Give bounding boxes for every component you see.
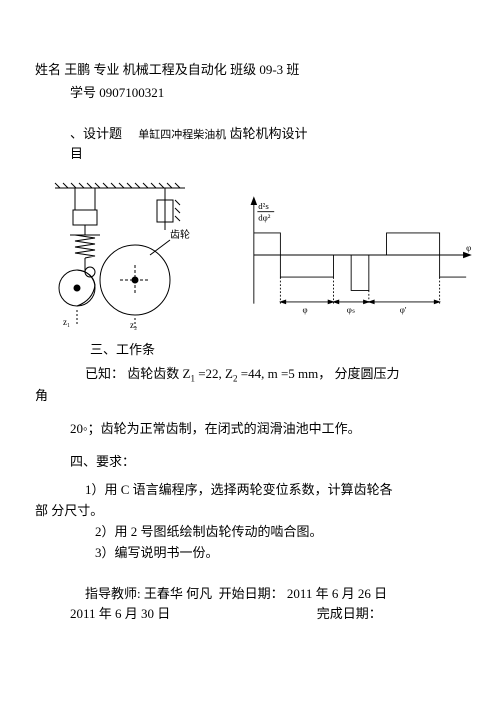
major-label: 专业 — [94, 62, 120, 77]
req-1a: 1）用 C 语言编程序，选择两轮变位系数，计算齿轮各 — [35, 480, 468, 501]
start-date: 2011 年 6 月 26 日 — [287, 586, 387, 601]
id-value: 0907100321 — [99, 85, 164, 100]
req-2: 2）用 2 号图纸绘制齿轮传动的啮合图。 — [35, 522, 468, 543]
mechanism-diagram: 齿轮 z₁ z₂ — [35, 180, 235, 330]
end-label: 完成日期： — [317, 606, 382, 621]
end-date: 2011 年 6 月 30 日 — [70, 606, 170, 621]
design-label1: 设计题 — [83, 126, 122, 141]
waveform-chart: d²s dφ² φ φ φₛ φ' — [235, 180, 475, 330]
class-value: 09-3 班 — [259, 62, 299, 77]
svg-text:φₛ: φₛ — [347, 305, 355, 315]
design-title-line2: 目 — [35, 144, 468, 165]
svg-text:φ: φ — [303, 305, 308, 315]
known-line: 已知： 齿轮齿数 Z1 =22, Z2 =44, m =5 mm， 分度圆压力 — [35, 364, 468, 386]
svg-text:z₂: z₂ — [130, 320, 137, 330]
footer-line-1: 指导教师: 王春华 何凡 开始日期： 2011 年 6 月 26 日 — [35, 584, 468, 605]
known-text: 齿轮齿数 Z1 =22, Z2 =44, m =5 mm， 分度圆压力 — [127, 366, 399, 381]
design-main-title: 齿轮机构设计 — [230, 126, 308, 141]
section3-title: 三、工作条 — [35, 340, 468, 361]
header-line-1: 姓名 王鹏 专业 机械工程及自动化 班级 09-3 班 — [35, 60, 468, 81]
header-line-2: 学号 0907100321 — [35, 83, 468, 104]
waveform-svg: d²s dφ² φ φ φₛ φ' — [245, 180, 475, 330]
section4-title: 四、要求： — [35, 452, 468, 473]
class-label: 班级 — [230, 62, 256, 77]
gear-label-text: 齿轮 — [170, 228, 190, 241]
svg-text:φ: φ — [466, 243, 471, 253]
design-title-line1: 、设计题 单缸四冲程柴油机 齿轮机构设计 — [35, 124, 468, 145]
start-label: 开始日期： — [219, 586, 284, 601]
known-line2: 20◦；齿轮为正常齿制，在闭式的润滑油池中工作。 — [35, 419, 468, 440]
req-3: 3）编写说明书一份。 — [35, 543, 468, 564]
design-sep: 、 — [70, 126, 83, 141]
teacher-names: 王春华 何凡 — [144, 586, 212, 601]
teacher-label: 指导教师: — [85, 586, 141, 601]
design-subtitle: 单缸四冲程柴油机 — [138, 129, 226, 141]
svg-text:z₁: z₁ — [63, 317, 70, 327]
svg-text:d²s: d²s — [258, 201, 269, 211]
name-label: 姓名 — [35, 62, 61, 77]
name-value: 王鹏 — [64, 62, 90, 77]
major-value: 机械工程及自动化 — [123, 62, 227, 77]
footer-line-2: 2011 年 6 月 30 日 完成日期： — [35, 604, 468, 625]
figures-row: 齿轮 z₁ z₂ — [35, 180, 468, 330]
known-label: 已知： — [85, 366, 124, 381]
id-label: 学号 — [70, 85, 96, 100]
mechanism-svg: 齿轮 z₁ z₂ — [35, 180, 235, 330]
svg-text:φ': φ' — [400, 305, 407, 315]
known-continue: 角 — [35, 386, 468, 407]
svg-text:dφ²: dφ² — [258, 213, 271, 223]
req-1b: 部 分尺寸。 — [35, 501, 468, 522]
design-label2: 目 — [70, 146, 83, 161]
